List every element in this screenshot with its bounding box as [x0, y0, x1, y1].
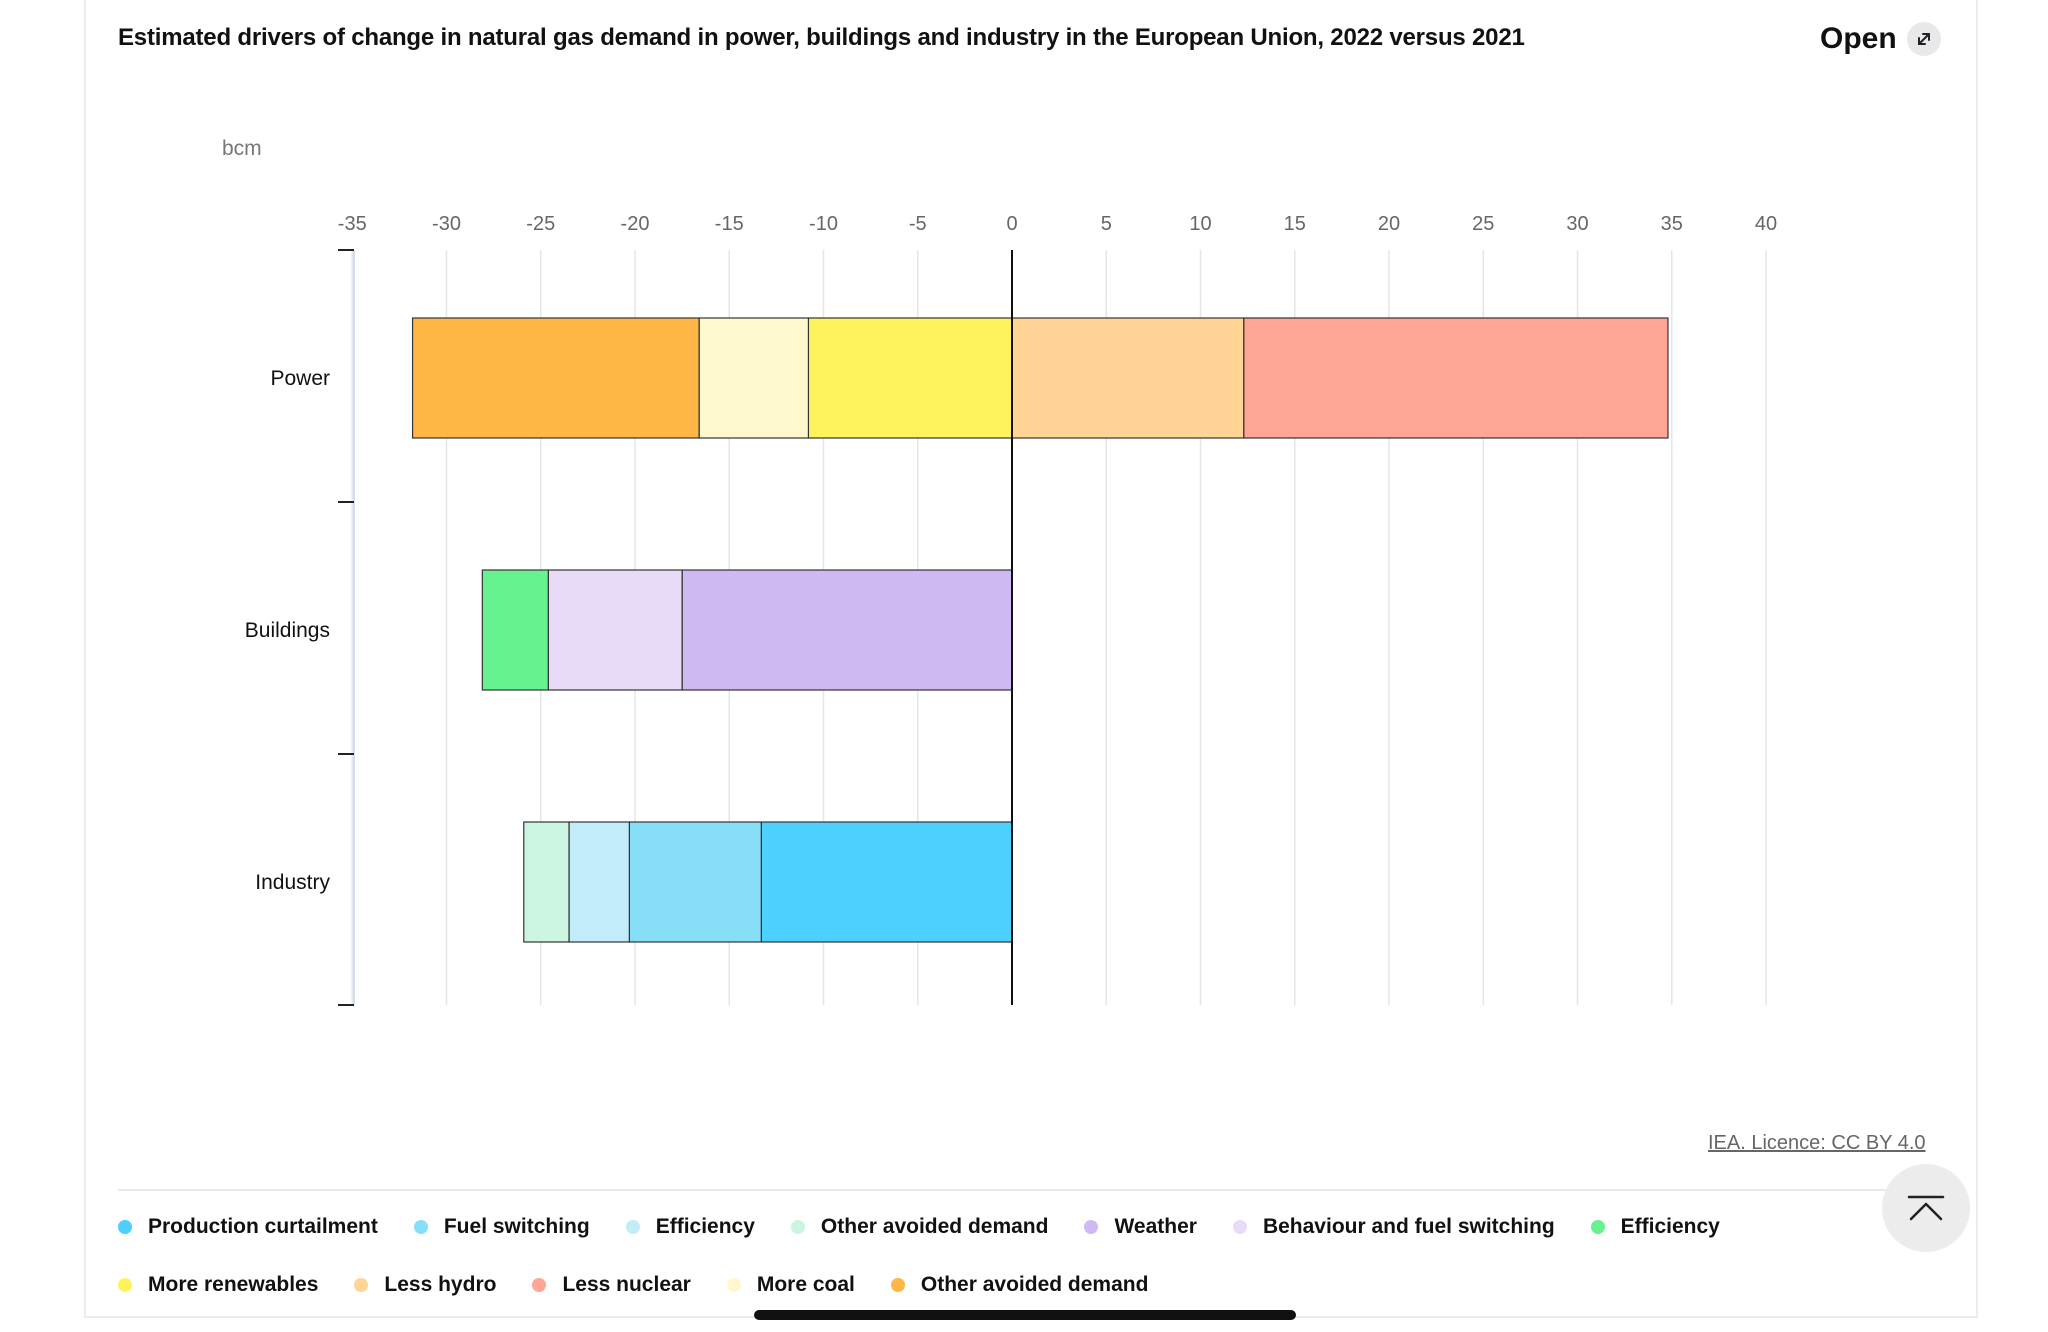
chart-card	[84, 0, 1978, 1318]
legend-item[interactable]: Other avoided demand	[790, 1214, 1049, 1240]
category-label: Buildings	[245, 619, 330, 642]
x-tick-label: -15	[715, 213, 744, 235]
unit-label: bcm	[222, 137, 262, 160]
home-indicator	[754, 1310, 1296, 1320]
open-button[interactable]: Open	[1820, 22, 1941, 56]
legend-label: More coal	[756, 1273, 855, 1296]
x-tick-label: 30	[1566, 213, 1588, 235]
x-tick-label: 20	[1378, 213, 1400, 235]
chevron-up-icon	[1907, 1195, 1945, 1221]
x-tick-label: 5	[1101, 213, 1112, 235]
legend-label: Less hydro	[384, 1273, 497, 1296]
bar-segment-other-avoided-demand[interactable]	[523, 821, 570, 943]
bar-segment-behaviour-and-fuel-switching[interactable]	[547, 569, 683, 691]
legend-label: Other avoided demand	[820, 1215, 1049, 1238]
bar-segment-more-renewables[interactable]	[807, 317, 1013, 439]
chart-title: Estimated drivers of change in natural g…	[118, 24, 1525, 51]
x-tick-label: -35	[338, 213, 367, 235]
legend-swatch	[1590, 1220, 1605, 1234]
legend-swatch	[890, 1278, 905, 1292]
legend-label: Production curtailment	[148, 1215, 378, 1238]
legend-item[interactable]: Weather	[1084, 1214, 1197, 1240]
legend-swatch	[413, 1220, 428, 1234]
source-link[interactable]: IEA. Licence: CC BY 4.0	[1708, 1132, 1926, 1154]
back-to-top-button[interactable]	[1882, 1164, 1970, 1252]
open-label: Open	[1820, 22, 1897, 55]
legend-label: Efficiency	[655, 1215, 755, 1238]
legend-label: More renewables	[148, 1273, 319, 1296]
legend-label: Weather	[1114, 1215, 1197, 1238]
bar-segment-more-coal[interactable]	[698, 317, 810, 439]
legend-label: Other avoided demand	[920, 1273, 1149, 1296]
bar-segment-efficiency[interactable]	[481, 569, 549, 691]
legend-swatch	[118, 1278, 132, 1292]
legend-item[interactable]: Other avoided demand	[890, 1272, 1149, 1298]
legend-item[interactable]: Behaviour and fuel switching	[1232, 1214, 1555, 1240]
expand-arrow-icon	[1906, 22, 1941, 56]
legend-swatch	[790, 1220, 805, 1234]
legend-label: Efficiency	[1620, 1215, 1720, 1238]
legend-swatch	[1084, 1220, 1099, 1234]
x-tick-label: 25	[1472, 213, 1494, 235]
x-tick-label: 10	[1189, 213, 1211, 235]
x-tick-label: -20	[621, 213, 650, 235]
bar-segment-fuel-switching[interactable]	[628, 821, 762, 943]
legend-item[interactable]: Efficiency	[625, 1214, 755, 1240]
bar-segment-other-avoided-demand[interactable]	[411, 317, 700, 439]
legend-item[interactable]: More renewables	[118, 1272, 318, 1298]
legend-label: Behaviour and fuel switching	[1262, 1215, 1555, 1238]
legend: Production curtailment Fuel switching Effi…	[118, 1214, 1878, 1298]
legend-item[interactable]: Production curtailment	[118, 1214, 378, 1240]
bar-segment-less-nuclear[interactable]	[1243, 317, 1669, 439]
bar-segment-production-curtailment[interactable]	[760, 821, 1013, 943]
legend-label: Less nuclear	[562, 1273, 691, 1296]
legend-divider	[118, 1189, 1888, 1191]
legend-swatch	[625, 1220, 640, 1234]
legend-item[interactable]: More coal	[726, 1272, 855, 1298]
legend-item[interactable]: Less nuclear	[532, 1272, 691, 1298]
x-tick-label: -25	[526, 213, 555, 235]
legend-swatch	[532, 1278, 547, 1292]
x-tick-label: 0	[1006, 213, 1017, 235]
legend-swatch	[726, 1278, 741, 1292]
category-label: Power	[270, 367, 330, 390]
category-label: Industry	[255, 871, 330, 894]
bar-segment-efficiency[interactable]	[568, 821, 630, 943]
bar-segment-less-hydro[interactable]	[1011, 317, 1245, 439]
legend-swatch	[354, 1278, 369, 1292]
legend-swatch	[1232, 1220, 1247, 1234]
x-tick-label: -5	[909, 213, 927, 235]
x-tick-label: -30	[432, 213, 461, 235]
legend-item[interactable]: Efficiency	[1590, 1214, 1720, 1240]
x-tick-label: 15	[1284, 213, 1306, 235]
x-tick-label: -10	[809, 213, 838, 235]
legend-item[interactable]: Less hydro	[354, 1272, 496, 1298]
x-tick-label: 40	[1755, 213, 1777, 235]
bar-segment-weather[interactable]	[681, 569, 1013, 691]
legend-swatch	[118, 1220, 132, 1234]
legend-label: Fuel switching	[443, 1215, 590, 1238]
legend-item[interactable]: Fuel switching	[413, 1214, 590, 1240]
x-tick-label: 35	[1661, 213, 1683, 235]
